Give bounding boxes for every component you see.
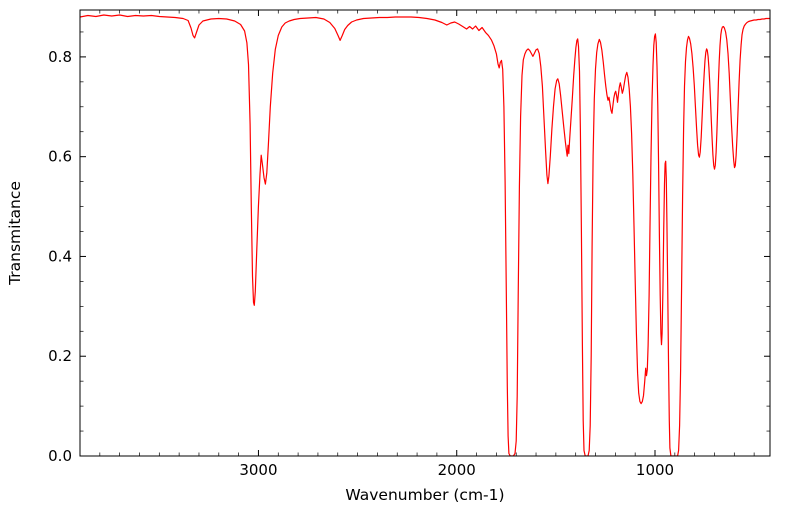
x-tick-label: 1000	[636, 461, 674, 479]
x-tick-label: 2000	[438, 461, 476, 479]
axes-and-series: 3000 2000 1000 0.0 0.2 0.4 0.6 0.8	[48, 10, 770, 479]
plot-border	[79, 9, 771, 457]
x-tick-label: 3000	[239, 461, 277, 479]
spectrum-line	[80, 14, 770, 456]
x-axis-label: Wavenumber (cm-1)	[345, 486, 504, 504]
y-tick-label: 0.8	[48, 48, 72, 66]
y-tick-label: 0.2	[48, 347, 72, 365]
y-tick-label: 0.0	[48, 447, 72, 465]
y-tick-label: 0.4	[48, 247, 72, 265]
y-axis-label: Transmitance	[6, 181, 24, 286]
y-tick-label: 0.6	[48, 148, 72, 166]
